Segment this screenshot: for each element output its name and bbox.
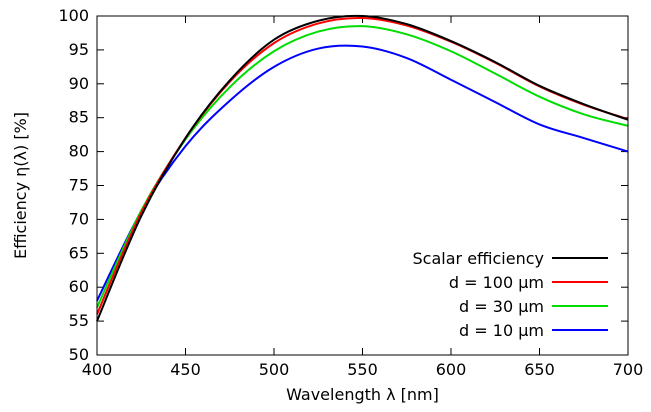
series-lines (96, 14, 629, 322)
series-line (96, 25, 629, 308)
x-tick-label: 550 (347, 360, 378, 379)
legend-label: d = 100 µm (449, 273, 544, 292)
y-tick-label: 65 (69, 243, 89, 262)
plot-frame (96, 15, 629, 356)
y-tick-label: 50 (69, 345, 89, 364)
y-tick-label: 95 (69, 40, 89, 59)
y-tick-label: 70 (69, 209, 89, 228)
x-tick-label: 450 (170, 360, 201, 379)
legend-label: Scalar efficiency (413, 249, 544, 268)
y-axis-label: Efficiency η(λ) [%] (11, 112, 30, 259)
series-line (96, 14, 629, 322)
x-tick-label: 500 (259, 360, 290, 379)
series-line (96, 16, 629, 315)
legend-label: d = 30 µm (459, 297, 544, 316)
series-line (96, 44, 629, 302)
x-axis-label: Wavelength λ [nm] (286, 385, 439, 404)
x-tick-label: 650 (524, 360, 555, 379)
y-tick-label: 90 (69, 74, 89, 93)
x-tick-label: 600 (436, 360, 467, 379)
axis-ticks: 400 450 500 550 600 650 700 50 55 60 65 70 75 80 85 90 9… (58, 6, 643, 379)
y-tick-label: 85 (69, 108, 89, 127)
y-tick-label: 100 (58, 6, 89, 25)
x-tick-label: 700 (613, 360, 644, 379)
y-tick-label: 75 (69, 176, 89, 195)
y-tick-label: 60 (69, 277, 89, 296)
y-tick-label: 80 (69, 142, 89, 161)
legend-label: d = 10 µm (459, 321, 544, 340)
x-tick-label: 400 (82, 360, 113, 379)
y-tick-label: 55 (69, 311, 89, 330)
legend: Scalar efficiency d = 100 µm d = 30 µm d = … (413, 249, 608, 340)
